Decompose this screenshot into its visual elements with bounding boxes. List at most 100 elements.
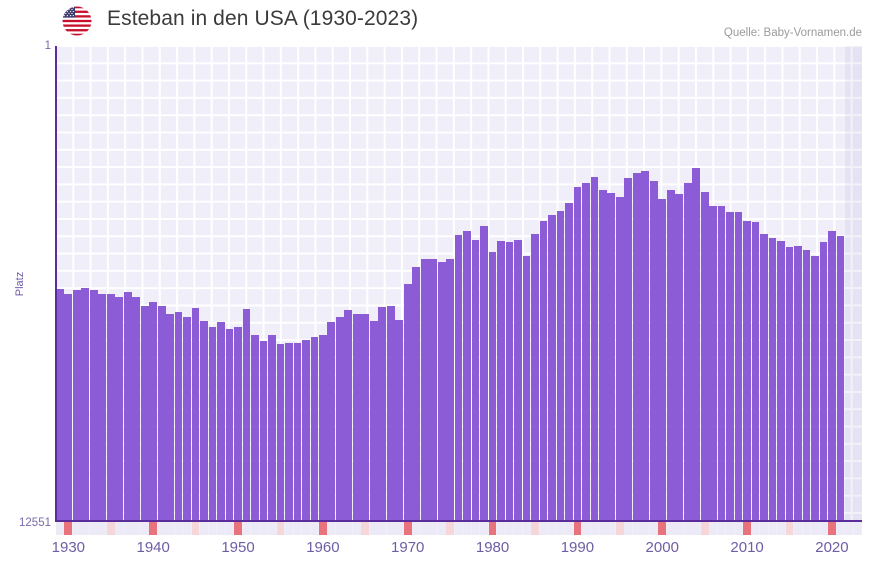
bar[interactable] (590, 176, 599, 521)
bar[interactable] (785, 247, 794, 521)
bar[interactable] (539, 220, 548, 521)
bar[interactable] (234, 326, 242, 521)
bar[interactable] (302, 339, 310, 521)
bar[interactable] (352, 313, 361, 521)
x-tick-cell (157, 522, 166, 535)
bar[interactable] (72, 289, 81, 521)
bar[interactable] (174, 311, 183, 521)
bar[interactable] (488, 251, 497, 521)
bar[interactable] (293, 343, 302, 521)
bar[interactable] (531, 233, 539, 521)
bar[interactable] (717, 206, 726, 521)
bar[interactable] (734, 211, 743, 521)
bar[interactable] (522, 256, 531, 521)
bar[interactable] (548, 214, 556, 521)
bar[interactable] (751, 222, 760, 521)
bar[interactable] (259, 341, 268, 521)
x-axis-line (55, 520, 862, 522)
bar[interactable] (565, 202, 573, 521)
bar[interactable] (641, 170, 650, 521)
bar[interactable] (369, 320, 378, 521)
bar[interactable] (403, 284, 412, 521)
bar[interactable] (225, 329, 234, 521)
bar[interactable] (157, 305, 166, 521)
bar[interactable] (132, 296, 141, 521)
bar[interactable] (556, 210, 565, 521)
bar[interactable] (446, 258, 454, 521)
bar[interactable] (361, 313, 370, 521)
bar[interactable] (319, 335, 327, 521)
bar[interactable] (140, 306, 149, 521)
bar[interactable] (675, 193, 684, 521)
bar[interactable] (666, 189, 675, 521)
bar[interactable] (514, 239, 522, 521)
bar[interactable] (658, 198, 667, 521)
bar[interactable] (420, 259, 429, 521)
bar[interactable] (200, 320, 208, 521)
bar[interactable] (828, 230, 836, 521)
bar[interactable] (743, 220, 751, 521)
bar[interactable] (794, 245, 802, 521)
bar[interactable] (709, 205, 717, 521)
bar[interactable] (437, 262, 446, 521)
bar[interactable] (607, 192, 616, 521)
bar[interactable] (649, 180, 658, 521)
bar[interactable] (624, 178, 633, 521)
bar[interactable] (582, 182, 590, 521)
bar[interactable] (768, 238, 777, 521)
bar[interactable] (268, 335, 276, 521)
bar[interactable] (166, 313, 174, 521)
bar[interactable] (276, 344, 285, 521)
bar[interactable] (760, 233, 768, 521)
x-tick-cell (666, 522, 675, 535)
bar[interactable] (505, 242, 514, 521)
x-tick-cell (751, 522, 760, 535)
bar[interactable] (395, 320, 404, 521)
bar[interactable] (802, 250, 811, 521)
bar[interactable] (811, 256, 819, 521)
bar[interactable] (115, 296, 124, 521)
bar[interactable] (615, 196, 624, 521)
bar[interactable] (335, 316, 344, 521)
bar[interactable] (191, 307, 200, 521)
bar[interactable] (726, 211, 734, 521)
bar[interactable] (819, 242, 828, 521)
bar[interactable] (98, 293, 107, 521)
bar[interactable] (149, 301, 158, 521)
bar[interactable] (471, 239, 480, 521)
bar[interactable] (378, 307, 387, 521)
bar[interactable] (598, 189, 607, 521)
bar[interactable] (632, 173, 641, 521)
bar[interactable] (480, 226, 488, 521)
bar[interactable] (327, 322, 336, 521)
bar[interactable] (463, 231, 471, 521)
bar[interactable] (683, 182, 692, 521)
bar[interactable] (217, 321, 225, 521)
bar[interactable] (123, 291, 132, 521)
bar[interactable] (251, 335, 259, 521)
bar[interactable] (208, 326, 217, 521)
bar[interactable] (310, 337, 319, 521)
bar[interactable] (344, 310, 353, 521)
bar[interactable] (700, 192, 709, 521)
bar[interactable] (777, 241, 785, 521)
bar[interactable] (454, 235, 463, 521)
bar[interactable] (183, 316, 191, 521)
bar[interactable] (56, 288, 64, 521)
bar[interactable] (242, 309, 251, 521)
bar[interactable] (692, 167, 701, 521)
bar[interactable] (412, 267, 421, 521)
bar[interactable] (285, 343, 293, 521)
bar[interactable] (836, 235, 845, 521)
bar[interactable] (106, 294, 115, 521)
x-tick-cell (132, 522, 141, 535)
bar[interactable] (64, 294, 73, 521)
bar[interactable] (81, 288, 90, 521)
bar[interactable] (429, 259, 438, 521)
x-tick-cell (183, 522, 191, 535)
bar[interactable] (386, 306, 395, 521)
bar[interactable] (89, 289, 98, 521)
bar[interactable] (573, 186, 582, 521)
no-data-region (845, 46, 862, 521)
bar[interactable] (497, 241, 505, 521)
